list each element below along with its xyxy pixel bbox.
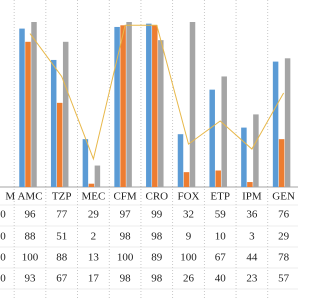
bar [278,139,285,187]
table-cell: 97 [120,209,132,221]
x-tick-label: AMC [17,191,42,203]
table-cell: 98 [151,231,163,243]
table-cell: 88 [25,231,37,243]
table-cell: 0 [0,273,6,285]
bar [50,59,57,188]
bar [62,41,69,187]
x-tick-label: ETP [210,191,230,203]
table-cell: 100 [180,252,197,264]
bar [146,23,152,188]
x-tick-label: CFM [113,191,136,203]
table-cell: 23 [246,273,258,285]
bar [120,25,126,187]
table-cell: 29 [278,231,290,243]
table-cell: 36 [246,209,258,221]
table-cell: 0 [0,231,6,243]
table-cell: 26 [183,273,195,285]
bar [82,139,89,187]
table-cell: 17 [88,273,100,285]
table-cell: 98 [120,231,132,243]
table-cell: 51 [56,231,67,243]
x-tick-label: FOX [177,191,199,203]
bar [284,58,291,187]
bar [253,114,259,187]
table-cell: 100 [117,252,134,264]
table-cell: 13 [88,252,100,264]
table-cell: 96 [25,209,37,221]
table-cell: 44 [246,252,258,264]
table-cell: 59 [215,209,227,221]
x-tick-label: MEC [81,191,105,203]
table-cell: 98 [151,273,163,285]
bar [183,172,190,187]
bar [152,25,158,187]
bar [56,102,63,187]
table-cell: 32 [183,209,194,221]
table-cell: 2 [91,231,97,243]
bar [209,89,215,187]
bar [241,127,247,187]
table-cell: 57 [278,273,290,285]
x-tick-label: M [5,191,15,203]
table-cell: 88 [56,252,68,264]
table-cell: 89 [151,252,163,264]
bar [247,182,253,187]
bar [88,183,95,187]
bar [114,26,120,188]
bar [126,22,132,187]
bar [215,170,221,187]
table-cell: 98 [120,273,132,285]
bar [19,28,25,187]
x-tick-label: TZP [52,191,72,203]
table-cell: 76 [278,209,290,221]
table-cell: 9 [186,231,192,243]
table-cell: 100 [22,252,39,264]
table-cell: 77 [56,209,68,221]
table-cell: 10 [215,231,227,243]
table-cell: 40 [215,273,227,285]
bar [221,76,227,187]
bar [189,22,196,187]
x-tick-label: CRO [145,191,168,203]
bar [25,41,31,187]
table-cell: 67 [56,273,68,285]
bar [94,165,101,187]
x-tick-label: IPM [242,191,262,203]
bar [31,22,37,187]
table-cell: 78 [278,252,290,264]
x-tick-label: GEN [272,191,295,203]
table-cell: 67 [215,252,227,264]
bar [272,61,279,187]
bar [158,40,164,188]
table-cell: 3 [249,231,255,243]
table-cell: 93 [25,273,37,285]
table-cell: 0 [0,209,6,221]
table-cell: 99 [151,209,163,221]
bar [177,134,184,187]
line-series [29,24,285,161]
table-cell: 0 [0,252,6,264]
table-cell: 29 [88,209,100,221]
